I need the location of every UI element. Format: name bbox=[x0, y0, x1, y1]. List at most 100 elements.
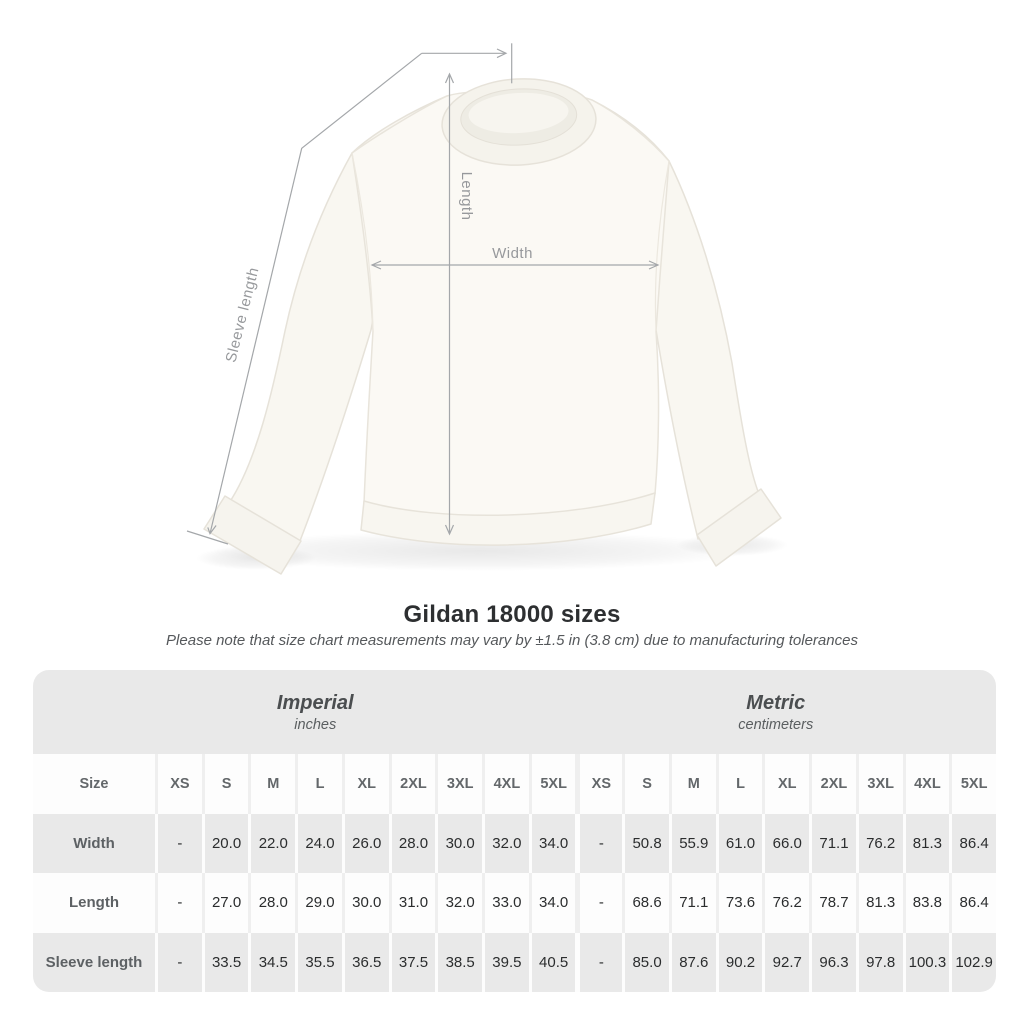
garment-shadow bbox=[210, 531, 750, 571]
cell: 36.5 bbox=[341, 932, 389, 992]
cell: 76.2 bbox=[855, 813, 903, 873]
cell: 29.0 bbox=[295, 873, 342, 933]
cell: 73.6 bbox=[715, 873, 763, 933]
width-left-arrowhead bbox=[370, 260, 382, 270]
cell: 34.5 bbox=[248, 932, 295, 992]
cell: 55.9 bbox=[668, 813, 716, 873]
cell: 68.6 bbox=[622, 873, 669, 933]
imperial-section-header: Imperial inches bbox=[33, 670, 575, 754]
cell: 102.9 bbox=[949, 932, 996, 992]
size-col-header: 5XL bbox=[528, 754, 576, 814]
cell: 90.2 bbox=[715, 932, 763, 992]
cell: 32.0 bbox=[435, 873, 483, 933]
cell: 26.0 bbox=[341, 813, 389, 873]
cell: 100.3 bbox=[902, 932, 950, 992]
cell: 34.0 bbox=[528, 813, 576, 873]
size-column-label: Size bbox=[33, 754, 155, 814]
size-col-header: L bbox=[715, 754, 763, 814]
size-chart-table: Imperial inches Metric centimeters Size … bbox=[33, 670, 996, 992]
width-right-arrowhead bbox=[648, 260, 660, 270]
cell: 86.4 bbox=[949, 873, 996, 933]
size-col-header: L bbox=[295, 754, 342, 814]
metric-title: Metric bbox=[746, 692, 806, 714]
metric-unit: centimeters bbox=[738, 717, 814, 733]
cell: 71.1 bbox=[668, 873, 716, 933]
cell: 27.0 bbox=[201, 873, 249, 933]
size-col-header: 3XL bbox=[435, 754, 483, 814]
row-label: Sleeve length bbox=[45, 953, 143, 971]
cell: 96.3 bbox=[809, 932, 856, 992]
cell: - bbox=[155, 873, 202, 933]
page-title: Gildan 18000 sizes bbox=[403, 601, 621, 628]
imperial-title: Imperial bbox=[276, 692, 354, 714]
length-label: Length bbox=[458, 172, 475, 221]
size-col-header: M bbox=[668, 754, 716, 814]
left-cuff bbox=[203, 495, 302, 575]
hem-band bbox=[360, 492, 656, 546]
sleeve-length-label: Sleeve length bbox=[222, 266, 262, 365]
right-cuff bbox=[696, 488, 782, 567]
sweatshirt-illustration: Length Width Sleeve length bbox=[186, 43, 788, 575]
cell: 22.0 bbox=[248, 813, 295, 873]
cell: 38.5 bbox=[435, 932, 482, 992]
cell: 40.5 bbox=[528, 932, 576, 992]
product-measurement-figure: Length Width Sleeve length bbox=[186, 43, 788, 575]
cell: - bbox=[575, 813, 622, 873]
cell: 97.8 bbox=[855, 932, 903, 992]
cell: 61.0 bbox=[715, 813, 763, 873]
cell: 85.0 bbox=[622, 932, 669, 992]
cell: 81.3 bbox=[902, 813, 950, 873]
sleeve-length-end-tick bbox=[186, 530, 229, 545]
size-col-header: 4XL bbox=[902, 754, 950, 814]
width-label: Width bbox=[492, 245, 533, 262]
cell: 76.2 bbox=[762, 873, 810, 933]
cell: 32.0 bbox=[482, 813, 529, 873]
cell: 83.8 bbox=[902, 873, 950, 933]
cell: 37.5 bbox=[388, 932, 436, 992]
cell: 87.6 bbox=[668, 932, 716, 992]
cell: 30.0 bbox=[341, 873, 389, 933]
collar bbox=[441, 78, 597, 166]
cell: 20.0 bbox=[201, 813, 249, 873]
cell: 28.0 bbox=[248, 873, 296, 933]
cell: 50.8 bbox=[622, 813, 669, 873]
size-col-header: 5XL bbox=[949, 754, 996, 814]
shoulder-guide-arrowhead bbox=[496, 48, 508, 59]
row-label: Length bbox=[33, 873, 155, 933]
length-top-arrowhead bbox=[444, 72, 455, 84]
size-col-header: 3XL bbox=[855, 754, 903, 814]
cell: 35.5 bbox=[295, 932, 342, 992]
cell: 78.7 bbox=[809, 873, 856, 933]
cell: 30.0 bbox=[435, 813, 482, 873]
cell: - bbox=[575, 873, 623, 933]
cell: - bbox=[575, 932, 622, 992]
cell: - bbox=[155, 932, 202, 992]
cell: 31.0 bbox=[388, 873, 436, 933]
imperial-unit: inches bbox=[294, 717, 337, 733]
size-col-header: XS bbox=[155, 754, 202, 814]
cell: 39.5 bbox=[482, 932, 529, 992]
cell: 71.1 bbox=[809, 813, 856, 873]
sleeve-length-arrowhead bbox=[207, 525, 217, 535]
cell: 24.0 bbox=[295, 813, 342, 873]
cell: 34.0 bbox=[528, 873, 576, 933]
cell: 33.0 bbox=[482, 873, 529, 933]
cell: 66.0 bbox=[762, 813, 809, 873]
sleeve-length-line bbox=[209, 52, 423, 534]
cell: 86.4 bbox=[949, 813, 996, 873]
right-armhole-seam bbox=[654, 160, 670, 332]
row-label: Width bbox=[73, 834, 115, 852]
cell: 33.5 bbox=[201, 932, 249, 992]
size-col-header: XL bbox=[762, 754, 810, 814]
size-col-header: 4XL bbox=[482, 754, 529, 814]
tolerance-note: Please note that size chart measurements… bbox=[166, 632, 858, 649]
size-col-header: XS bbox=[575, 754, 623, 814]
cell: 92.7 bbox=[762, 932, 809, 992]
left-armhole-seam bbox=[351, 152, 374, 332]
size-col-header: M bbox=[248, 754, 296, 814]
size-col-header: S bbox=[201, 754, 249, 814]
size-col-header: 2XL bbox=[388, 754, 436, 814]
size-col-header: XL bbox=[341, 754, 389, 814]
size-col-header: 2XL bbox=[809, 754, 856, 814]
